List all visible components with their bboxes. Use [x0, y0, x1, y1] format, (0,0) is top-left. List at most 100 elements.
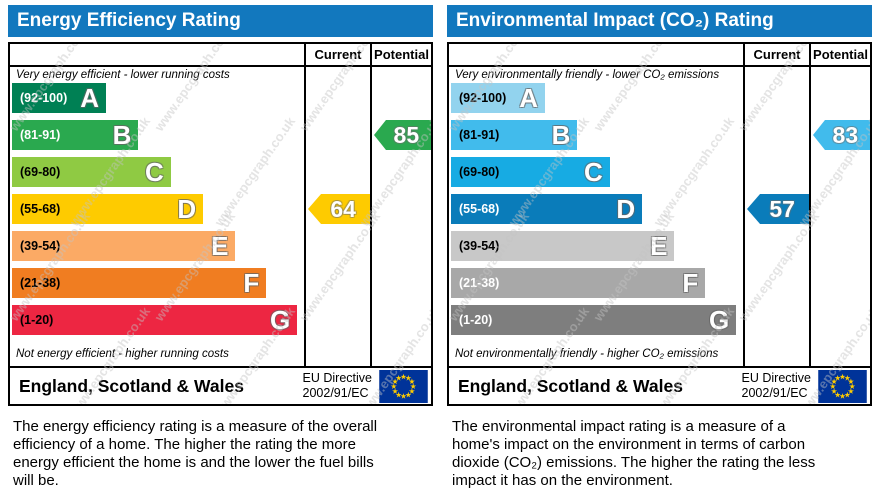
- energy-efficiency-panel: Energy Efficiency Rating Current Potenti…: [8, 5, 433, 491]
- potential-cell: [809, 268, 870, 305]
- band-row: (21-38) F: [449, 268, 870, 305]
- current-cell: 57: [743, 194, 809, 231]
- rating-band-bar: (55-68) D: [12, 194, 204, 224]
- current-column-header: Current: [304, 44, 370, 65]
- band-range-label: (1-20): [20, 313, 54, 327]
- potential-rating-arrow: 83: [813, 120, 870, 150]
- band-row: (39-54) E: [449, 231, 870, 268]
- band-range-label: (92-100): [20, 91, 68, 105]
- energy-panel-title-bar: Energy Efficiency Rating: [8, 5, 433, 37]
- current-cell: [743, 305, 809, 342]
- band-row: (1-20) G: [10, 305, 431, 342]
- band-row: (1-20) G: [449, 305, 870, 342]
- region-label: England, Scotland & Wales: [458, 375, 683, 396]
- current-cell: [743, 120, 809, 157]
- environmental-impact-panel: Environmental Impact (CO₂) Rating Curren…: [447, 5, 872, 491]
- potential-cell: [370, 231, 431, 268]
- band-letter: F: [682, 268, 699, 298]
- bottom-note-row: Not energy efficient - higher running co…: [10, 342, 431, 366]
- band-range-label: (55-68): [20, 202, 61, 216]
- top-note-row: Very environmentally friendly - lower CO…: [449, 67, 870, 83]
- potential-cell: [809, 83, 870, 120]
- top-note: Very energy efficient - lower running co…: [16, 69, 230, 81]
- current-column-header: Current: [743, 44, 809, 65]
- potential-cell: [809, 194, 870, 231]
- band-letter: D: [616, 194, 636, 224]
- table-header-row: Current Potential: [449, 44, 870, 67]
- eu-directive-label: EU Directive 2002/91/EC: [741, 371, 811, 400]
- band-letter: A: [519, 83, 539, 113]
- current-cell: [304, 83, 370, 120]
- band-letter: B: [551, 120, 571, 150]
- band-letter: E: [211, 231, 229, 261]
- band-letter: B: [112, 120, 132, 150]
- co2-panel-title-bar: Environmental Impact (CO₂) Rating: [447, 5, 872, 37]
- band-range-label: (81-91): [20, 128, 61, 142]
- band-row: (69-80) C: [10, 157, 431, 194]
- bottom-note: Not environmentally friendly - higher CO…: [455, 348, 719, 360]
- rating-band-bar: (21-38) F: [12, 268, 267, 298]
- current-cell: [304, 120, 370, 157]
- potential-column-header: Potential: [370, 44, 431, 65]
- region-label: England, Scotland & Wales: [19, 375, 244, 396]
- band-letter: C: [144, 157, 164, 187]
- potential-cell: [370, 305, 431, 342]
- rating-band-bar: (21-38) F: [451, 268, 706, 298]
- band-row: (55-68) D 57: [449, 194, 870, 231]
- potential-cell: [809, 157, 870, 194]
- top-note: Very environmentally friendly - lower CO…: [455, 69, 720, 81]
- potential-cell: [370, 194, 431, 231]
- rating-band-bar: (55-68) D: [451, 194, 643, 224]
- band-range-label: (1-20): [459, 313, 493, 327]
- panel-title: Energy Efficiency Rating: [17, 10, 241, 31]
- energy-description: The energy efficiency rating is a measur…: [13, 418, 378, 490]
- bottom-note-row: Not environmentally friendly - higher CO…: [449, 342, 870, 366]
- band-row: (39-54) E: [10, 231, 431, 268]
- band-rows: (92-100) A (81-91) B 83 (69-80) C: [449, 83, 870, 342]
- co2-description: The environmental impact rating is a mea…: [452, 418, 816, 490]
- band-letter: F: [243, 268, 260, 298]
- band-range-label: (92-100): [459, 91, 507, 105]
- current-rating-arrow: 64: [308, 194, 370, 224]
- rating-band-bar: (69-80) C: [451, 157, 610, 187]
- potential-cell: 85: [370, 120, 431, 157]
- band-row: (92-100) A: [449, 83, 870, 120]
- potential-cell: [370, 268, 431, 305]
- band-range-label: (21-38): [459, 276, 500, 290]
- current-cell: 64: [304, 194, 370, 231]
- band-row: (55-68) D 64: [10, 194, 431, 231]
- band-letter: C: [583, 157, 603, 187]
- band-row: (81-91) B 85: [10, 120, 431, 157]
- band-letter: G: [269, 305, 291, 335]
- rating-band-bar: (92-100) A: [451, 83, 546, 113]
- current-rating-arrow: 57: [747, 194, 809, 224]
- band-range-label: (81-91): [459, 128, 500, 142]
- co2-rating-table: Current Potential Very environmentally f…: [447, 42, 872, 406]
- current-cell: [304, 157, 370, 194]
- panel-title: Environmental Impact (CO₂) Rating: [456, 10, 774, 31]
- potential-cell: 83: [809, 120, 870, 157]
- band-range-label: (55-68): [459, 202, 500, 216]
- rating-band-bar: (39-54) E: [12, 231, 236, 261]
- potential-rating-arrow: 85: [374, 120, 431, 150]
- rating-band-bar: (81-91) B: [451, 120, 578, 150]
- current-cell: [304, 231, 370, 268]
- eu-directive-label: EU Directive 2002/91/EC: [302, 371, 372, 400]
- band-row: (81-91) B 83: [449, 120, 870, 157]
- band-letter: G: [708, 305, 730, 335]
- potential-cell: [809, 305, 870, 342]
- current-cell: [743, 83, 809, 120]
- band-range-label: (69-80): [20, 165, 61, 179]
- band-row: (21-38) F: [10, 268, 431, 305]
- rating-band-bar: (39-54) E: [451, 231, 675, 261]
- eu-flag-icon: [379, 369, 428, 403]
- potential-cell: [809, 231, 870, 268]
- band-row: (92-100) A: [10, 83, 431, 120]
- bottom-note: Not energy efficient - higher running co…: [16, 348, 229, 360]
- band-rows: (92-100) A (81-91) B 85 (69-80) C: [10, 83, 431, 342]
- band-range-label: (69-80): [459, 165, 500, 179]
- rating-band-bar: (69-80) C: [12, 157, 171, 187]
- band-range-label: (39-54): [20, 239, 61, 253]
- potential-column-header: Potential: [809, 44, 870, 65]
